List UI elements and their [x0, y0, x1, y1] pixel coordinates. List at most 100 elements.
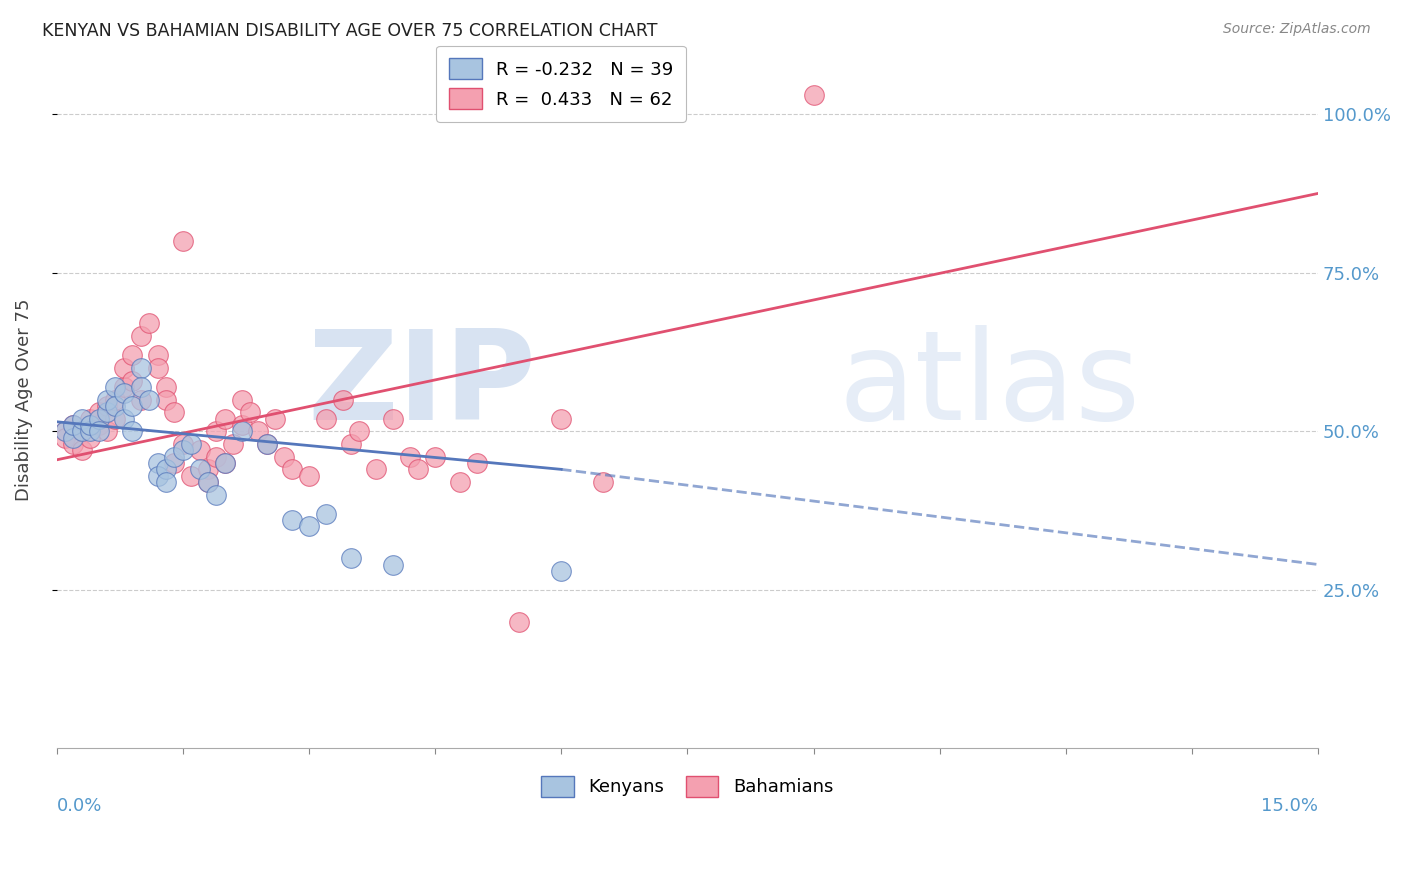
Point [298, 468, 321, 483]
Point [70, 411, 93, 425]
Point [222, 437, 245, 451]
Point [172, 234, 194, 248]
Point [104, 392, 127, 407]
Point [382, 558, 405, 572]
Point [172, 443, 194, 458]
Point [214, 456, 236, 470]
Text: ZIP: ZIP [308, 325, 536, 446]
Point [231, 392, 253, 407]
Point [121, 374, 143, 388]
Point [121, 425, 143, 439]
Point [79, 431, 101, 445]
Point [508, 615, 530, 629]
Point [70, 425, 93, 439]
Text: atlas: atlas [839, 325, 1140, 446]
Point [155, 475, 177, 489]
Point [112, 411, 135, 425]
Point [264, 411, 287, 425]
Point [163, 450, 186, 464]
Point [146, 468, 169, 483]
Point [180, 468, 202, 483]
Point [112, 360, 135, 375]
Point [332, 392, 354, 407]
Point [803, 88, 825, 103]
Point [96, 405, 118, 419]
Point [188, 462, 211, 476]
Point [146, 348, 169, 362]
Point [62, 417, 84, 432]
Point [96, 392, 118, 407]
Point [214, 411, 236, 425]
Point [155, 392, 177, 407]
Point [340, 437, 363, 451]
Point [382, 411, 405, 425]
Point [349, 425, 371, 439]
Point [79, 417, 101, 432]
Point [87, 405, 110, 419]
Point [247, 425, 270, 439]
Text: Source: ZipAtlas.com: Source: ZipAtlas.com [1223, 22, 1371, 37]
Point [315, 507, 337, 521]
Point [129, 392, 152, 407]
Point [298, 519, 321, 533]
Point [104, 399, 127, 413]
Point [239, 405, 262, 419]
Point [231, 417, 253, 432]
Text: 15.0%: 15.0% [1261, 797, 1319, 815]
Point [398, 450, 420, 464]
Point [96, 425, 118, 439]
Text: KENYAN VS BAHAMIAN DISABILITY AGE OVER 75 CORRELATION CHART: KENYAN VS BAHAMIAN DISABILITY AGE OVER 7… [42, 22, 658, 40]
Point [550, 411, 572, 425]
Point [112, 386, 135, 401]
Point [231, 425, 253, 439]
Point [138, 317, 160, 331]
Point [340, 551, 363, 566]
Point [256, 437, 278, 451]
Point [273, 450, 295, 464]
Point [53, 425, 76, 439]
Point [465, 456, 488, 470]
Point [172, 437, 194, 451]
Point [214, 456, 236, 470]
Point [129, 329, 152, 343]
Point [592, 475, 614, 489]
Point [62, 437, 84, 451]
Point [406, 462, 429, 476]
Point [205, 450, 228, 464]
Point [315, 411, 337, 425]
Point [87, 411, 110, 425]
Point [87, 417, 110, 432]
Point [112, 380, 135, 394]
Point [366, 462, 388, 476]
Legend: Kenyans, Bahamians: Kenyans, Bahamians [529, 763, 846, 809]
Point [449, 475, 471, 489]
Point [197, 475, 219, 489]
Point [146, 360, 169, 375]
Point [205, 488, 228, 502]
Point [53, 425, 76, 439]
Point [62, 431, 84, 445]
Point [155, 462, 177, 476]
Point [104, 411, 127, 425]
Point [423, 450, 446, 464]
Point [155, 380, 177, 394]
Point [180, 437, 202, 451]
Point [138, 392, 160, 407]
Point [70, 425, 93, 439]
Point [79, 411, 101, 425]
Point [256, 437, 278, 451]
Point [53, 431, 76, 445]
Point [281, 513, 304, 527]
Point [121, 348, 143, 362]
Point [129, 360, 152, 375]
Point [163, 456, 186, 470]
Point [96, 399, 118, 413]
Point [146, 456, 169, 470]
Point [129, 380, 152, 394]
Point [188, 443, 211, 458]
Point [197, 462, 219, 476]
Point [79, 425, 101, 439]
Point [62, 417, 84, 432]
Point [121, 399, 143, 413]
Text: 0.0%: 0.0% [56, 797, 103, 815]
